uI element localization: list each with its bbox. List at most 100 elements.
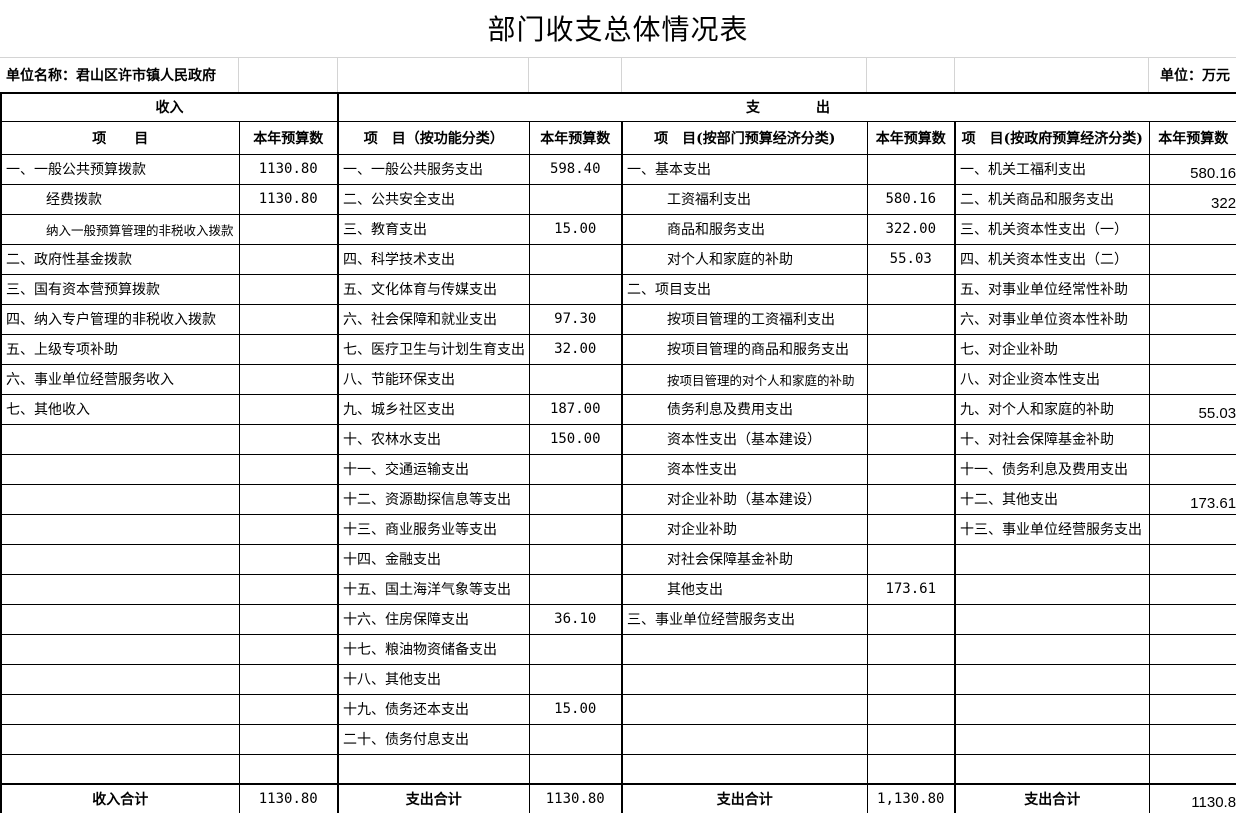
budget-value-cell	[238, 633, 339, 665]
table-row: 十九、债务还本支出 15.00	[0, 693, 1236, 725]
budget-value-cell	[1148, 243, 1236, 275]
item-label-cell: 五、上级专项补助	[0, 333, 240, 365]
budget-value-cell	[1148, 663, 1236, 695]
budget-value-cell	[528, 273, 623, 305]
functional-item-col-header: 项 目（按功能分类）	[337, 120, 530, 155]
table-row: 十八、其他支出	[0, 663, 1236, 695]
budget-value-cell	[528, 663, 623, 695]
table-row: 二、政府性基金拨款 四、科学技术支出 对个人和家庭的补助 55.03 四、机关资本性支出…	[0, 243, 1236, 275]
item-label-cell: 一、一般公共服务支出	[337, 153, 530, 185]
budget-value-cell	[1148, 333, 1236, 365]
gridline	[621, 58, 622, 92]
budget-value-cell	[866, 603, 956, 635]
functional-total-label: 支出合计	[337, 783, 530, 813]
budget-value-cell	[1148, 753, 1236, 785]
budget-value-cell	[528, 483, 623, 515]
item-label-cell: 三、教育支出	[337, 213, 530, 245]
table-row: 十六、住房保障支出 36.10 三、事业单位经营服务支出	[0, 603, 1236, 635]
item-label-cell: 十六、住房保障支出	[337, 603, 530, 635]
item-label-cell: 对社会保障基金补助	[621, 543, 868, 575]
budget-value-cell	[238, 753, 339, 785]
item-label-cell: 商品和服务支出	[621, 213, 868, 245]
income-section-header: 收入	[0, 92, 339, 122]
table-row: 十、农林水支出 150.00 资本性支出（基本建设） 十、对社会保障基金补助	[0, 423, 1236, 455]
gov-econ-budget-col-header: 本年预算数	[1148, 120, 1236, 155]
item-label-cell: 资本性支出	[621, 453, 868, 485]
gov-econ-item-col-header: 项 目(按政府预算经济分类)	[954, 120, 1150, 155]
budget-value-cell	[1148, 693, 1236, 725]
item-label-cell: 七、其他收入	[0, 393, 240, 425]
budget-value-cell	[528, 753, 623, 785]
table-row: 十四、金融支出 对社会保障基金补助	[0, 543, 1236, 575]
budget-value-cell	[866, 663, 956, 695]
item-label-cell: 十三、事业单位经营服务支出	[954, 513, 1150, 545]
budget-value-cell	[1148, 303, 1236, 335]
table-row: 三、国有资本营预算拨款 五、文化体育与传媒支出 二、项目支出 五、对事业单位经常性补助	[0, 273, 1236, 305]
table-row: 十一、交通运输支出 资本性支出 十一、债务利息及费用支出	[0, 453, 1236, 485]
budget-value-cell	[866, 303, 956, 335]
item-label-cell: 二、项目支出	[621, 273, 868, 305]
item-label-cell: 二、政府性基金拨款	[0, 243, 240, 275]
gov-econ-total-label: 支出合计	[954, 783, 1150, 813]
expenditure-section-header: 支 出	[336, 92, 1236, 122]
item-label-cell: 对企业补助（基本建设）	[621, 483, 868, 515]
budget-value-cell: 15.00	[528, 693, 623, 725]
gridline	[238, 58, 239, 92]
item-label-cell: 十七、粮油物资储备支出	[337, 633, 530, 665]
item-label-cell: 十五、国土海洋气象等支出	[337, 573, 530, 605]
budget-value-cell: 36.10	[528, 603, 623, 635]
budget-value-cell	[866, 333, 956, 365]
budget-value-cell: 173.61	[866, 573, 956, 605]
gridline	[954, 58, 955, 92]
table-row: 一、一般公共预算拨款 1130.80 一、一般公共服务支出 598.40 一、基本支出 一…	[0, 153, 1236, 185]
item-label-cell	[0, 633, 240, 665]
budget-value-cell	[866, 483, 956, 515]
item-label-cell	[0, 453, 240, 485]
budget-value-cell	[238, 333, 339, 365]
item-label-cell: 十四、金融支出	[337, 543, 530, 575]
budget-value-cell	[238, 303, 339, 335]
item-label-cell	[621, 693, 868, 725]
budget-value-cell	[1148, 603, 1236, 635]
budget-value-cell	[1148, 423, 1236, 455]
item-label-cell	[0, 483, 240, 515]
income-budget-col-header: 本年预算数	[238, 120, 339, 155]
budget-value-cell: 598.40	[528, 153, 623, 185]
table-row	[0, 753, 1236, 785]
budget-value-cell	[1148, 543, 1236, 575]
budget-value-cell	[528, 723, 623, 755]
item-label-cell	[954, 753, 1150, 785]
budget-value-cell	[528, 243, 623, 275]
item-label-cell	[0, 603, 240, 635]
item-label-cell: 纳入一般预算管理的非税收入拨款	[0, 213, 240, 245]
budget-value-cell	[866, 153, 956, 185]
item-label-cell	[954, 603, 1150, 635]
item-label-cell: 经费拨款	[0, 183, 240, 215]
item-label-cell: 八、节能环保支出	[337, 363, 530, 395]
item-label-cell	[954, 573, 1150, 605]
table-row: 七、其他收入 九、城乡社区支出 187.00 债务利息及费用支出 九、对个人和家庭的补助…	[0, 393, 1236, 425]
budget-value-cell	[528, 633, 623, 665]
budget-value-cell	[238, 543, 339, 575]
item-label-cell: 其他支出	[621, 573, 868, 605]
item-label-cell	[0, 693, 240, 725]
item-label-cell: 三、机关资本性支出（一）	[954, 213, 1150, 245]
budget-value-cell: 322	[1148, 183, 1236, 215]
functional-total-value: 1130.80	[528, 783, 623, 813]
item-label-cell	[621, 633, 868, 665]
budget-value-cell	[238, 453, 339, 485]
budget-value-cell	[238, 213, 339, 245]
item-label-cell: 一、机关工福利支出	[954, 153, 1150, 185]
item-label-cell: 按项目管理的工资福利支出	[621, 303, 868, 335]
item-label-cell: 一、一般公共预算拨款	[0, 153, 240, 185]
item-label-cell	[621, 723, 868, 755]
item-label-cell	[954, 633, 1150, 665]
item-label-cell: 十三、商业服务业等支出	[337, 513, 530, 545]
unit-of-measure: 单位：万元	[1160, 68, 1230, 84]
budget-value-cell	[528, 183, 623, 215]
item-label-cell	[0, 753, 240, 785]
budget-value-cell: 55.03	[1148, 393, 1236, 425]
item-label-cell	[0, 573, 240, 605]
budget-value-cell	[238, 273, 339, 305]
